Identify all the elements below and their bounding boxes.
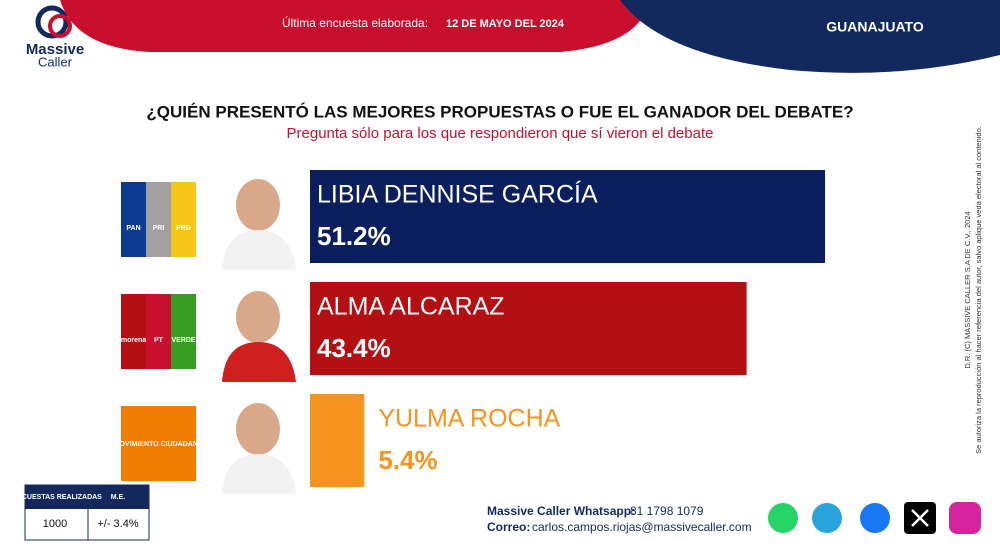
whatsapp-label: Massive Caller Whatsapp: [487, 504, 635, 518]
table-header-cell: M.E. [111, 494, 125, 501]
party-name: MOVIMIENTO CIUDADANO [114, 441, 204, 448]
email: carlos.campos.riojas@massivecaller.com [532, 520, 752, 534]
header-region: GUANAJUATO [826, 19, 924, 35]
category-label: LIBIA DENNISE GARCÍA [317, 180, 598, 209]
survey-table: ENCUESTAS REALIZADAS M.E. 1000 +/- 3.4% [12, 484, 150, 541]
party-name: VERDE [171, 337, 195, 344]
party-name: PT [154, 337, 164, 344]
header-navy [620, 0, 1000, 73]
candidate-head [236, 291, 280, 343]
category-label: YULMA ROCHA [378, 405, 560, 433]
party-logo [146, 182, 171, 257]
party-logo [146, 294, 171, 369]
copyright: D.R. (C) MASSIVE CALLER S.A DE C.V., 202… [963, 211, 972, 368]
header-date: 12 DE MAYO DEL 2024 [446, 18, 565, 30]
party-logo [121, 406, 196, 481]
table-cell: +/- 3.4% [97, 518, 138, 530]
header-red [60, 0, 650, 52]
whatsapp-icon[interactable] [768, 503, 798, 533]
bar [310, 394, 365, 487]
candidate-body [222, 454, 296, 494]
table-header [25, 485, 149, 509]
logo-mark [35, 5, 69, 39]
party-name: PAN [126, 225, 140, 232]
facebook-icon[interactable] [860, 503, 890, 533]
notice: Se autoriza la reproducción al hacer ref… [974, 126, 983, 454]
bar [310, 170, 826, 263]
logo-mark [48, 14, 72, 38]
chart-title: ¿QUIÉN PRESENTÓ LAS MEJORES PROPUESTAS O… [146, 102, 853, 121]
party-logo [171, 182, 196, 257]
party-name: morena [121, 337, 146, 344]
header-label: Última encuesta elaborada: [282, 15, 428, 30]
party-logo [171, 294, 196, 369]
email-label: Correo: [487, 520, 530, 534]
party-name: PRI [153, 225, 165, 232]
value-label: 51.2% [317, 221, 391, 251]
value-label: 5.4% [378, 445, 437, 475]
table-header-cell: ENCUESTAS REALIZADAS [12, 494, 102, 501]
candidate-body [222, 230, 296, 270]
party-logo [121, 294, 146, 369]
party-name: PRD [176, 225, 191, 232]
instagram-icon[interactable] [949, 502, 981, 534]
candidate-head [236, 179, 280, 231]
chart-subtitle: Pregunta sólo para los que respondieron … [287, 125, 714, 142]
logo-text: Caller [38, 54, 73, 69]
bar [310, 282, 747, 375]
logo-text: Massive [26, 41, 84, 58]
candidate-body [222, 342, 296, 382]
x-glyph [911, 509, 929, 527]
category-label: ALMA ALCARAZ [317, 293, 505, 321]
whatsapp: 81 1798 1079 [630, 504, 704, 518]
party-logo [121, 182, 146, 257]
candidate-head [236, 403, 280, 455]
value-label: 43.4% [317, 333, 391, 363]
table-cell: 1000 [43, 518, 67, 530]
telegram-icon[interactable] [812, 503, 842, 533]
